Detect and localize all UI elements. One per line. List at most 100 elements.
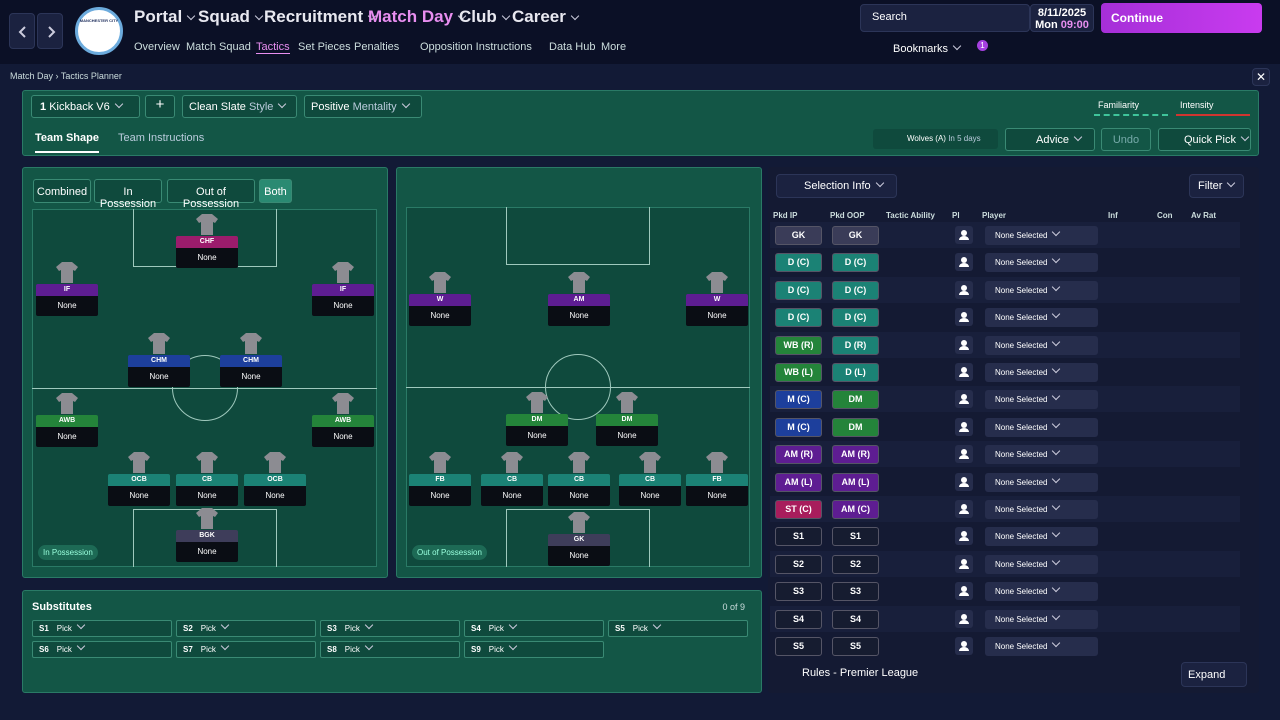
continue-button[interactable]: Continue bbox=[1101, 3, 1262, 33]
subnav-item[interactable]: Opposition Instructions bbox=[420, 41, 532, 53]
tab[interactable]: Team Instructions bbox=[118, 132, 205, 144]
column-header[interactable]: Player bbox=[982, 211, 1007, 220]
player-icon[interactable] bbox=[955, 363, 973, 381]
player-select[interactable]: None Selected bbox=[985, 527, 1098, 547]
subnav-item[interactable]: Set Pieces bbox=[298, 41, 351, 53]
player-card[interactable]: AWB None bbox=[36, 391, 98, 449]
advice-button[interactable]: Advice bbox=[1005, 128, 1095, 151]
player-icon[interactable] bbox=[955, 226, 973, 244]
rules[interactable]: Rules - Premier League bbox=[802, 667, 919, 679]
player-select[interactable]: None Selected bbox=[985, 308, 1098, 328]
player-select[interactable]: None Selected bbox=[985, 472, 1098, 492]
player-select[interactable]: None Selected bbox=[985, 554, 1098, 574]
forward-button[interactable] bbox=[37, 13, 63, 49]
undo-button[interactable]: Undo bbox=[1101, 128, 1151, 151]
player-icon[interactable] bbox=[955, 417, 973, 436]
quick-pick[interactable]: Quick Pick bbox=[1158, 128, 1251, 151]
date-box[interactable]: 8/11/2025 Mon 09:00 bbox=[1030, 4, 1094, 32]
sub-slot[interactable]: S9 Pick bbox=[464, 641, 604, 658]
nav-item[interactable]: Match Day bbox=[368, 7, 465, 27]
player-card[interactable]: IF None bbox=[36, 260, 98, 318]
player-icon[interactable] bbox=[955, 390, 973, 409]
nav-item[interactable]: Portal bbox=[134, 7, 194, 27]
subnav-item[interactable]: More bbox=[601, 41, 627, 53]
player-select[interactable]: None Selected bbox=[985, 637, 1098, 656]
fixture[interactable]: Wolves (A) In 5 days bbox=[873, 129, 998, 149]
column-header[interactable]: Pkd IP bbox=[773, 211, 798, 220]
player-icon[interactable] bbox=[955, 637, 973, 655]
nav-item[interactable]: Recruitment bbox=[264, 7, 375, 27]
sub-slot[interactable]: S3 Pick bbox=[320, 620, 460, 637]
crumb[interactable]: Match Day bbox=[10, 71, 54, 81]
sub-slot[interactable]: S2 Pick bbox=[176, 620, 316, 637]
player-card[interactable]: CHF None bbox=[176, 212, 238, 270]
player-select[interactable]: None Selected bbox=[985, 363, 1098, 382]
player-icon[interactable] bbox=[955, 500, 973, 518]
back-button[interactable] bbox=[9, 13, 35, 49]
player-icon[interactable] bbox=[955, 554, 973, 573]
player-card[interactable]: AM None bbox=[548, 270, 610, 328]
player-icon[interactable] bbox=[955, 253, 973, 272]
player-card[interactable]: CB None bbox=[176, 450, 238, 508]
sub-slot[interactable]: S5 Pick bbox=[608, 620, 748, 637]
subnav-item[interactable]: Data Hub bbox=[549, 41, 596, 53]
player-card[interactable]: W None bbox=[409, 270, 471, 328]
club-crest[interactable]: MANCHESTER CITY bbox=[75, 7, 123, 55]
add-tactic[interactable]: + bbox=[145, 95, 175, 118]
filter-button[interactable]: In Possession bbox=[94, 179, 162, 210]
tab-active[interactable]: Team Shape bbox=[35, 132, 99, 153]
player-card[interactable]: DM None bbox=[596, 390, 658, 448]
player-card[interactable]: CB None bbox=[619, 450, 681, 508]
nav-item[interactable]: Career bbox=[512, 7, 578, 27]
filter-button[interactable]: Out of Possession bbox=[167, 179, 255, 210]
nav-item[interactable]: Squad bbox=[198, 7, 262, 27]
player-card[interactable]: OCB None bbox=[244, 450, 306, 508]
column-header[interactable]: Av Rat bbox=[1191, 211, 1217, 220]
player-icon[interactable] bbox=[955, 445, 973, 464]
subnav-item[interactable]: Tactics bbox=[256, 41, 290, 54]
player-select[interactable]: None Selected bbox=[985, 417, 1098, 437]
player-icon[interactable] bbox=[955, 609, 973, 628]
sub-slot[interactable]: S8 Pick bbox=[320, 641, 460, 658]
player-card[interactable]: OCB None bbox=[108, 450, 170, 508]
column-header[interactable]: Pl bbox=[952, 211, 960, 220]
player-card[interactable]: DM None bbox=[506, 390, 568, 448]
player-icon[interactable] bbox=[955, 335, 973, 354]
nav-item[interactable]: Club bbox=[459, 7, 509, 27]
player-card[interactable]: CB None bbox=[481, 450, 543, 508]
player-select[interactable]: None Selected bbox=[985, 226, 1098, 245]
player-card[interactable]: AWB None bbox=[312, 391, 374, 449]
filter-button[interactable]: Filter bbox=[1189, 174, 1244, 198]
mentality-select[interactable]: Positive Mentality bbox=[304, 95, 422, 118]
selection-info[interactable]: Selection Info bbox=[776, 174, 897, 198]
player-card[interactable]: FB None bbox=[409, 450, 471, 508]
expand-button[interactable]: Expand bbox=[1181, 662, 1247, 687]
column-header[interactable]: Tactic Ability bbox=[886, 211, 935, 220]
player-card[interactable]: CB None bbox=[548, 450, 610, 508]
player-card[interactable]: CHM None bbox=[220, 331, 282, 389]
sub-slot[interactable]: S6 Pick bbox=[32, 641, 172, 658]
filter-button[interactable]: Both bbox=[259, 179, 292, 203]
player-icon[interactable] bbox=[955, 472, 973, 491]
player-select[interactable]: None Selected bbox=[985, 445, 1098, 465]
subnav-item[interactable]: Overview bbox=[134, 41, 180, 53]
subnav-item[interactable]: Match Squad bbox=[186, 41, 251, 53]
player-select[interactable]: None Selected bbox=[985, 582, 1098, 602]
tactic-select[interactable]: 1 Kickback V6 bbox=[31, 95, 140, 118]
player-card[interactable]: W None bbox=[686, 270, 748, 328]
familiarity[interactable]: Familiarity bbox=[1094, 96, 1168, 116]
search-button[interactable]: Search bbox=[872, 11, 907, 23]
column-header[interactable]: Con bbox=[1157, 211, 1173, 220]
player-card[interactable]: GK None bbox=[548, 510, 610, 568]
column-header[interactable]: Inf bbox=[1108, 211, 1118, 220]
style-select[interactable]: Clean Slate Style bbox=[182, 95, 297, 118]
bookmarks[interactable]: Bookmarks bbox=[893, 43, 960, 55]
player-icon[interactable] bbox=[955, 308, 973, 327]
player-icon[interactable] bbox=[955, 280, 973, 299]
player-select[interactable]: None Selected bbox=[985, 335, 1098, 355]
close-button[interactable]: ✕ bbox=[1252, 68, 1270, 86]
player-card[interactable]: IF None bbox=[312, 260, 374, 318]
filter-button[interactable]: Combined bbox=[33, 179, 91, 203]
sub-slot[interactable]: S7 Pick bbox=[176, 641, 316, 658]
sub-slot[interactable]: S1 Pick bbox=[32, 620, 172, 637]
